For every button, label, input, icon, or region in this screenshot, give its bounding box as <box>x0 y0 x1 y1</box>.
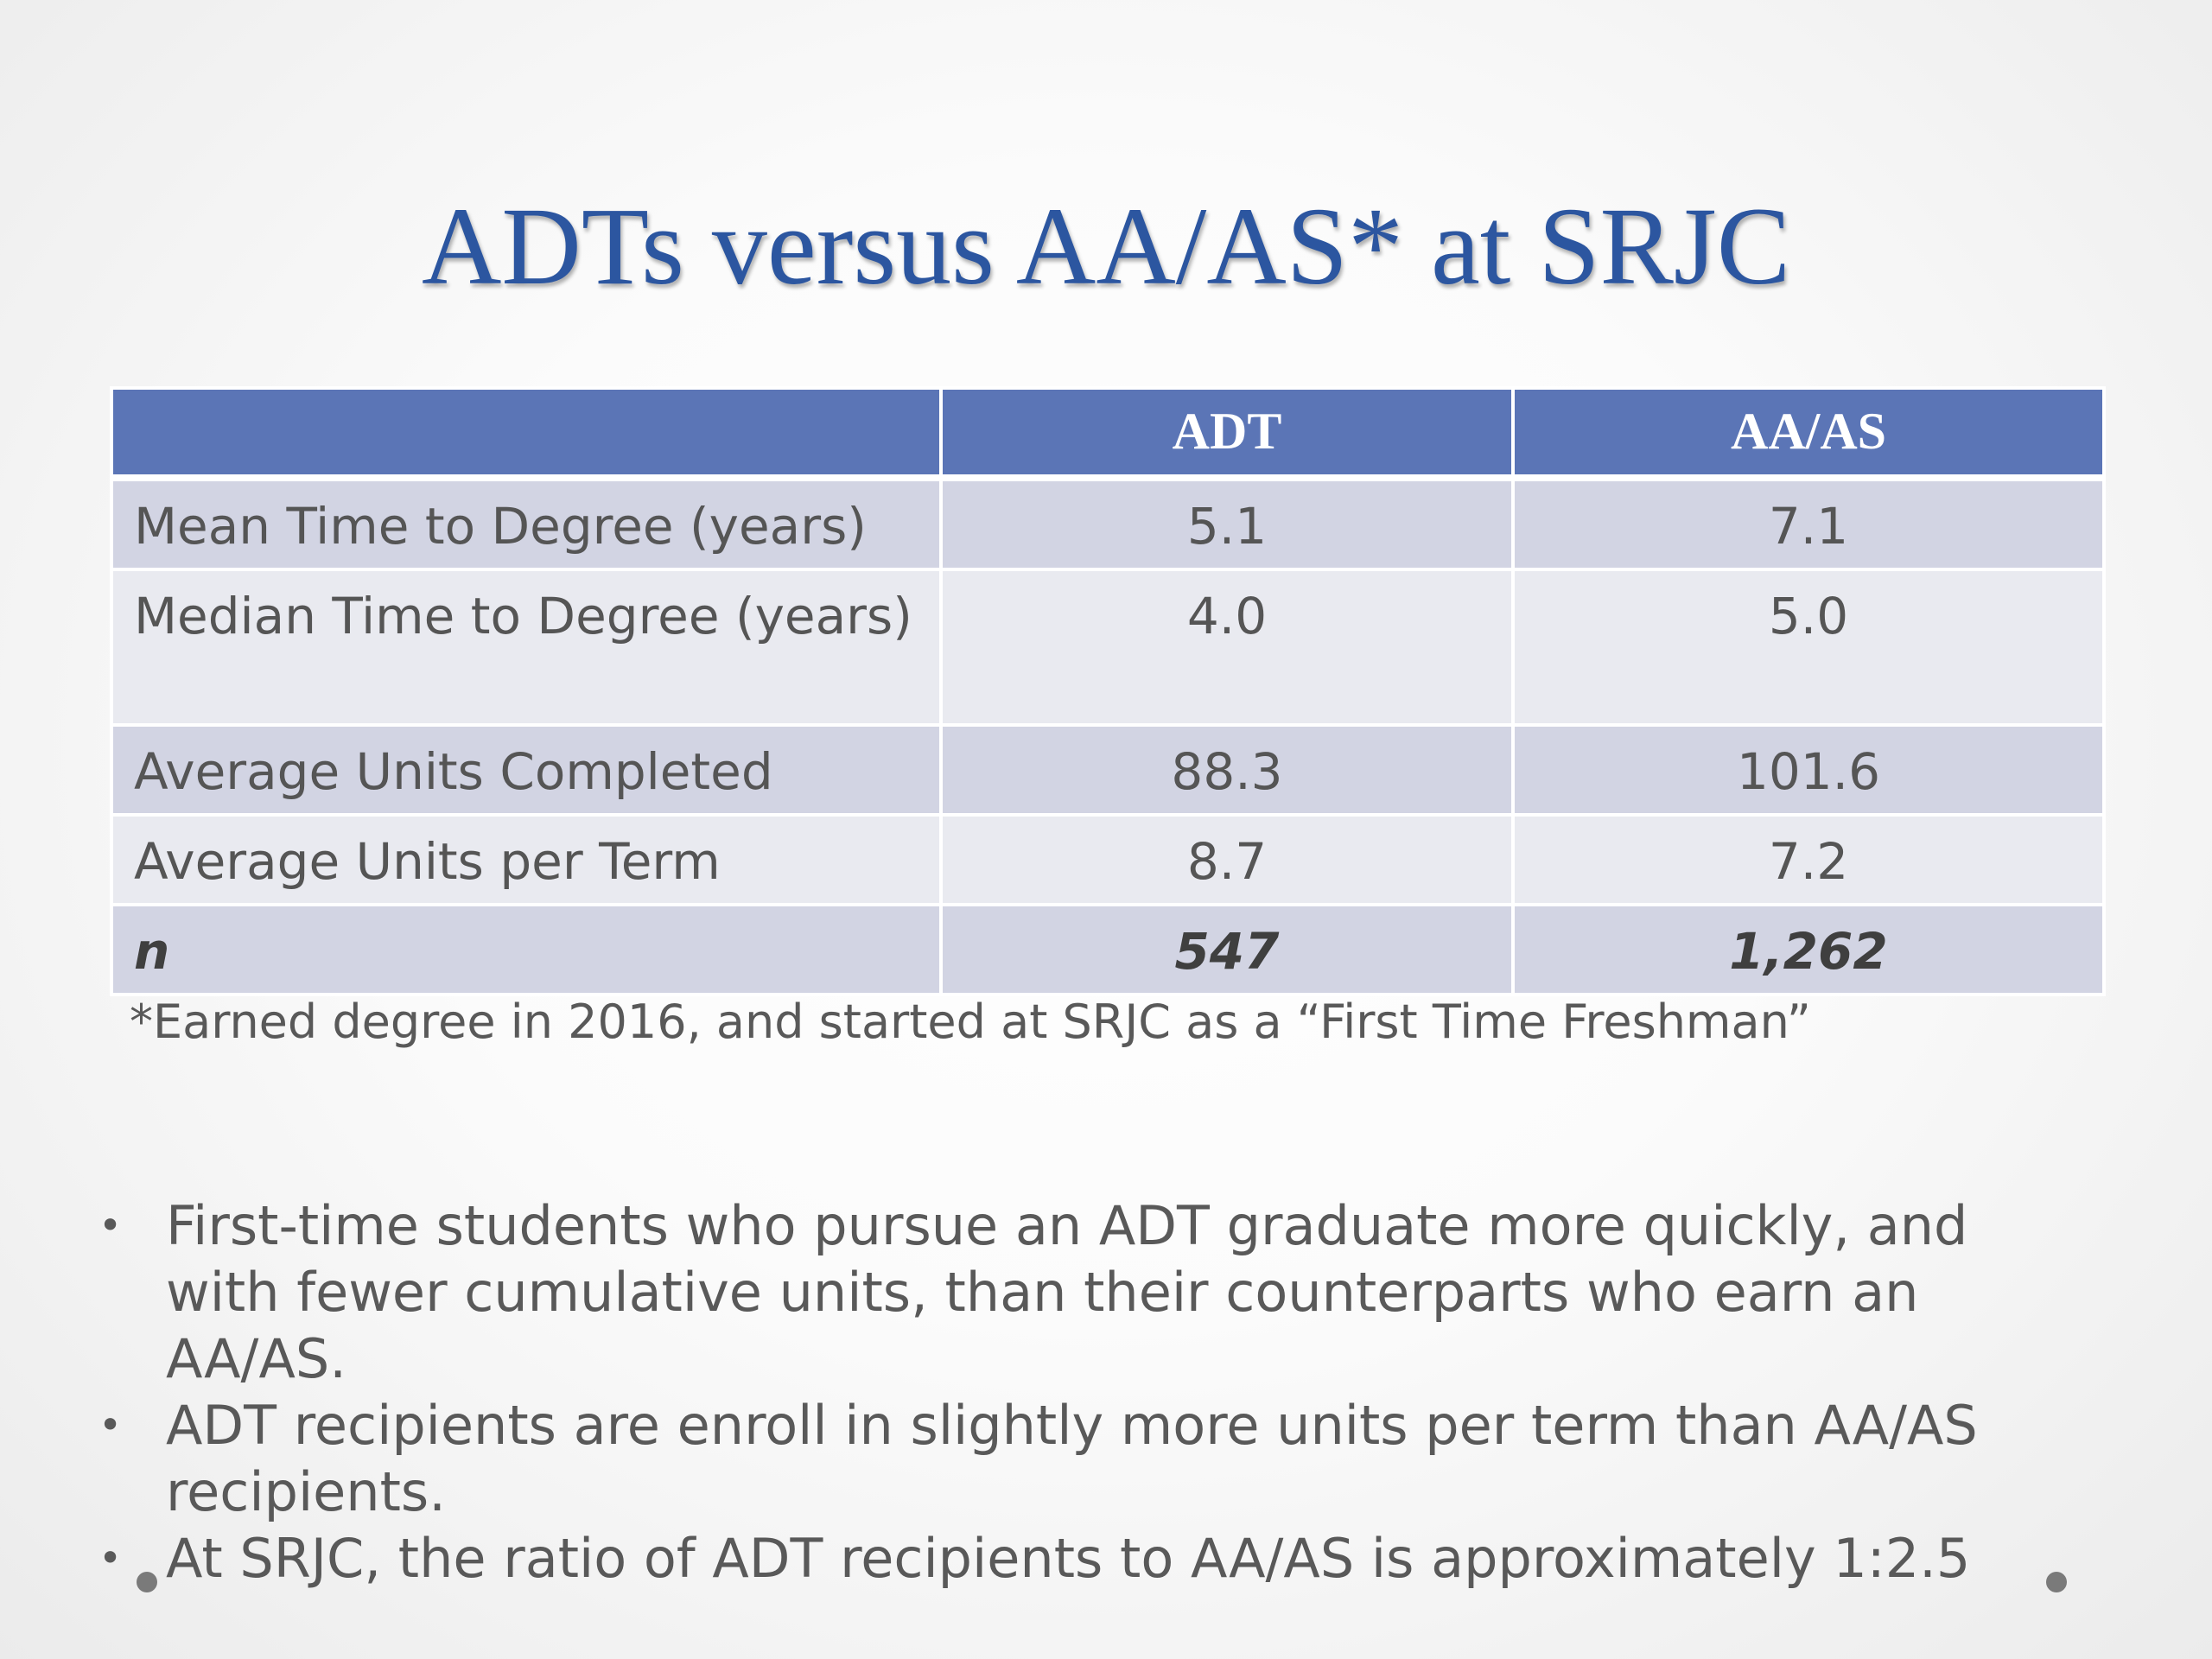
list-item: • First-time students who pursue an ADT … <box>86 1192 2091 1392</box>
comparison-table: ADT AA/AS Mean Time to Degree (years) 5.… <box>110 386 2106 996</box>
row-label: Mean Time to Degree (years) <box>110 476 943 571</box>
column-header-aa-as: AA/AS <box>1511 386 2106 481</box>
bullet-dot-icon: • <box>99 1402 123 1448</box>
table-row-median-time: Median Time to Degree (years) 4.0 5.0 <box>110 568 2106 727</box>
cell-aa-as: 101.6 <box>1511 723 2106 817</box>
bullet-text: At SRJC, the ratio of ADT recipients to … <box>166 1527 1971 1590</box>
cell-adt: 88.3 <box>939 723 1515 817</box>
cell-adt: 8.7 <box>939 813 1515 906</box>
bullet-text: First-time students who pursue an ADT gr… <box>166 1194 1968 1390</box>
cell-aa-as: 7.2 <box>1511 813 2106 906</box>
cell-adt: 5.1 <box>939 476 1515 571</box>
table-row-units-per-term: Average Units per Term 8.7 7.2 <box>110 813 2106 906</box>
list-item: • At SRJC, the ratio of ADT recipients t… <box>86 1525 2091 1592</box>
corner-dot-icon <box>2046 1572 2067 1592</box>
table-footnote: *Earned degree in 2016, and started at S… <box>130 995 1811 1049</box>
column-header-adt: ADT <box>939 386 1515 481</box>
row-label: n <box>110 903 943 996</box>
table-row-n: n 547 1,262 <box>110 903 2106 996</box>
cell-aa-as: 1,262 <box>1511 903 2106 996</box>
bullet-dot-icon: • <box>99 1535 123 1581</box>
cell-adt: 547 <box>939 903 1515 996</box>
table-header-row: ADT AA/AS <box>110 386 2106 481</box>
cell-aa-as: 5.0 <box>1511 568 2106 727</box>
row-label: Average Units per Term <box>110 813 943 906</box>
slide-title: ADTs versus AA/AS* at SRJC <box>421 185 1791 308</box>
bullet-list: • First-time students who pursue an ADT … <box>86 1192 2091 1592</box>
corner-dot-icon <box>137 1572 157 1592</box>
bullet-dot-icon: • <box>99 1202 123 1249</box>
row-label: Average Units Completed <box>110 723 943 817</box>
cell-aa-as: 7.1 <box>1511 476 2106 571</box>
bullet-text: ADT recipients are enroll in slightly mo… <box>166 1394 1978 1523</box>
row-label: Median Time to Degree (years) <box>110 568 943 727</box>
list-item: • ADT recipients are enroll in slightly … <box>86 1392 2091 1525</box>
cell-adt: 4.0 <box>939 568 1515 727</box>
table-row-units-completed: Average Units Completed 88.3 101.6 <box>110 723 2106 817</box>
table-corner-header <box>110 386 943 481</box>
table-row-mean-time: Mean Time to Degree (years) 5.1 7.1 <box>110 476 2106 571</box>
